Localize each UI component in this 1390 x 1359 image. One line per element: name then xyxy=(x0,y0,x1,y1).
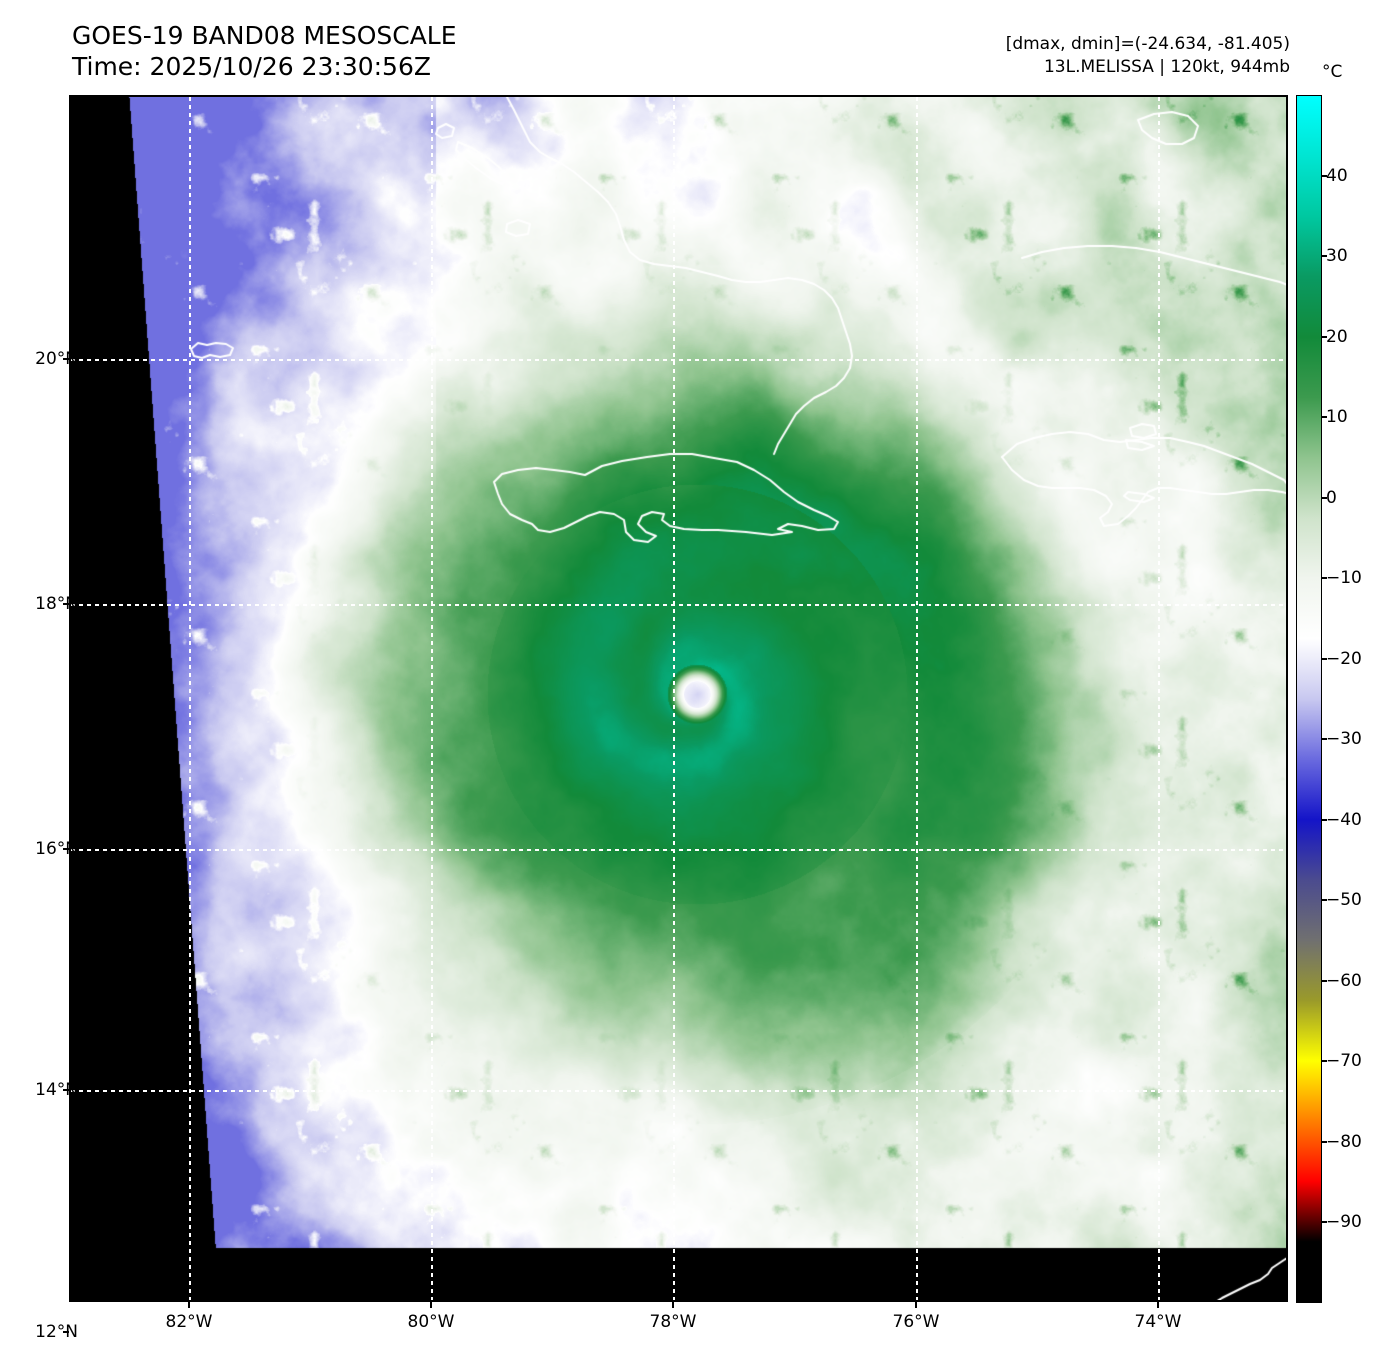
colorbar-tick-mark xyxy=(1322,335,1327,338)
colorbar-tick-mark xyxy=(1322,1060,1327,1063)
longitude-tick-mark xyxy=(915,1302,917,1308)
satellite-image-plot[interactable]: Copyright © 2020-2025 Dapiya xyxy=(69,95,1288,1302)
satellite-imagery-canvas xyxy=(71,97,1286,1300)
latitude-tick-label: 14°N xyxy=(35,1080,78,1100)
storm-info-text: 13L.MELISSA | 120kt, 944mb xyxy=(1043,57,1290,77)
colorbar-tick-mark xyxy=(1322,818,1327,821)
colorbar-tick-label: −80 xyxy=(1326,1131,1362,1152)
longitude-tick-label: 78°W xyxy=(649,1312,697,1332)
latitude-tick-mark xyxy=(63,358,69,360)
longitude-tick-label: 76°W xyxy=(892,1312,940,1332)
longitude-tick-mark xyxy=(430,1302,432,1308)
colorbar-tick-label: 0 xyxy=(1326,487,1337,508)
colorbar[interactable] xyxy=(1296,95,1322,1303)
latitude-tick-mark xyxy=(63,1331,69,1333)
latitude-tick-label: 18°N xyxy=(35,594,78,614)
colorbar-tick-mark xyxy=(1322,738,1327,741)
page-title: GOES-19 BAND08 MESOSCALE Time: 2025/10/2… xyxy=(72,20,457,82)
colorbar-gradient xyxy=(1297,96,1321,1302)
colorbar-tick-label: 40 xyxy=(1326,165,1348,186)
colorbar-tick-label: 10 xyxy=(1326,407,1348,428)
colorbar-tick-label: −20 xyxy=(1326,648,1362,669)
longitude-tick-mark xyxy=(1157,1302,1159,1308)
longitude-tick-mark xyxy=(188,1302,190,1308)
colorbar-tick-mark xyxy=(1322,174,1327,177)
colorbar-tick-label: 30 xyxy=(1326,246,1348,267)
colorbar-tick-mark xyxy=(1322,1140,1327,1143)
latitude-tick-mark xyxy=(63,1089,69,1091)
colorbar-tick-label: −10 xyxy=(1326,568,1362,589)
colorbar-tick-mark xyxy=(1322,255,1327,258)
latitude-tick-label: 16°N xyxy=(35,839,78,859)
colorbar-tick-label: −90 xyxy=(1326,1212,1362,1233)
colorbar-unit-label: °C xyxy=(1322,62,1343,82)
colorbar-tick-label: −40 xyxy=(1326,809,1362,830)
longitude-tick-mark xyxy=(672,1302,674,1308)
colorbar-tick-mark xyxy=(1322,899,1327,902)
metadata-block: [dmax, dmin]=(-24.634, -81.405) 13L.MELI… xyxy=(1006,33,1290,79)
latitude-tick-mark xyxy=(63,848,69,850)
longitude-tick-label: 80°W xyxy=(407,1312,455,1332)
colorbar-tick-mark xyxy=(1322,1221,1327,1224)
latitude-tick-label: 20°N xyxy=(35,349,78,369)
title-line-1: GOES-19 BAND08 MESOSCALE xyxy=(72,21,457,50)
colorbar-tick-label: 20 xyxy=(1326,326,1348,347)
colorbar-tick-label: −30 xyxy=(1326,729,1362,750)
colorbar-tick-mark xyxy=(1322,496,1327,499)
colorbar-tick-mark xyxy=(1322,979,1327,982)
colorbar-tick-mark xyxy=(1322,416,1327,419)
title-line-2: Time: 2025/10/26 23:30:56Z xyxy=(72,52,431,81)
colorbar-tick-label: −60 xyxy=(1326,970,1362,991)
colorbar-tick-mark xyxy=(1322,577,1327,580)
dmax-dmin-text: [dmax, dmin]=(-24.634, -81.405) xyxy=(1005,34,1290,54)
colorbar-tick-label: −50 xyxy=(1326,890,1362,911)
longitude-tick-label: 82°W xyxy=(165,1312,213,1332)
colorbar-tick-label: −70 xyxy=(1326,1051,1362,1072)
colorbar-tick-mark xyxy=(1322,657,1327,660)
latitude-tick-mark xyxy=(63,603,69,605)
latitude-tick-label: 12°N xyxy=(35,1322,78,1342)
longitude-tick-label: 74°W xyxy=(1134,1312,1182,1332)
